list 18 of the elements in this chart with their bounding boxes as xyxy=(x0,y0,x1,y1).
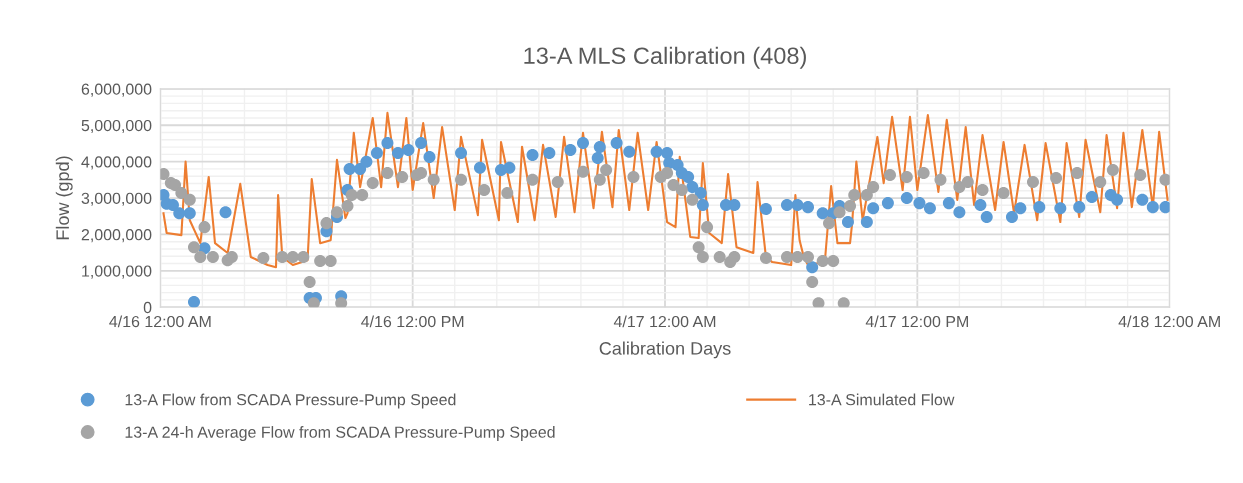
y-axis-title: Flow (gpd) xyxy=(55,156,73,240)
y-tick-label: 4,000,000 xyxy=(81,156,152,170)
legend-label: 13-A Simulated Flow xyxy=(809,393,955,406)
y-tick-label: 1,000,000 xyxy=(82,265,152,279)
y-tick-label: 0 xyxy=(143,301,152,314)
x-tick-label: 4/16 12:00 PM xyxy=(361,315,464,328)
x-tick-label: 4/17 12:00 AM xyxy=(613,315,716,328)
y-tick-label: 5,000,000 xyxy=(81,119,152,134)
y-tick-label: 3,000,000 xyxy=(81,192,152,206)
x-tick-label: 4/18 12:00 AM xyxy=(1118,315,1220,328)
y-tick-label: 6,000,000 xyxy=(81,83,152,97)
x-tick-label: 4/16 12:00 AM xyxy=(109,315,211,328)
x-tick-label: 4/17 12:00 PM xyxy=(865,315,968,328)
x-axis-title: Calibration Days xyxy=(599,341,731,359)
legend-label: 13-A Flow from SCADA Pressure-Pump Speed xyxy=(125,393,456,409)
legend-label: 13-A 24-h Average Flow from SCADA Pressure-Pump Speed xyxy=(125,426,555,441)
y-tick-label: 2,000,000 xyxy=(81,229,152,243)
chart-title: 13-A MLS Calibration (408) xyxy=(524,46,806,69)
